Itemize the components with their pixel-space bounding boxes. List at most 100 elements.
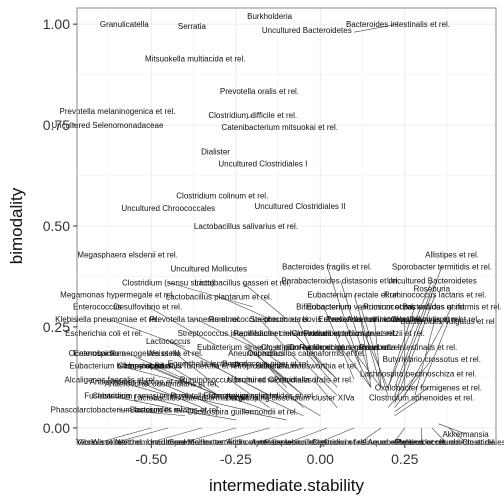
label-leader-line bbox=[394, 294, 436, 404]
point-label: Bacteroides vulgatus et rel. bbox=[400, 317, 497, 326]
label-leader-line bbox=[147, 306, 220, 348]
point-label: Uncultured Chroococcales bbox=[121, 204, 215, 213]
point-label: Clostridium leptum et rel. bbox=[391, 315, 479, 324]
point-label: Serratia bbox=[178, 22, 207, 31]
point-label: Clostridium symbiosum et rel. bbox=[291, 329, 396, 338]
point-label: Eubacterium ventriosum et rel. bbox=[307, 303, 416, 312]
y-axis-title: bimodality bbox=[7, 187, 26, 264]
label-leader-line bbox=[360, 306, 389, 396]
label-leader-line bbox=[255, 352, 287, 388]
label-leader-line bbox=[306, 352, 338, 388]
label-leader-line bbox=[266, 365, 304, 396]
label-leader-line bbox=[387, 280, 433, 388]
point-label: Ruminococcus gnavus et rel. bbox=[299, 343, 402, 352]
point-label: Eubacterium cylindroides et rel. bbox=[204, 392, 316, 401]
point-label: Bacteroides ovatus et rel. bbox=[130, 406, 220, 415]
point-label: Bacteroides uniformis et rel. bbox=[402, 303, 501, 312]
point-label: Uncultured Mollicutes bbox=[171, 264, 247, 273]
y-tick-label: 0.00 bbox=[43, 420, 70, 436]
point-label: Alcaligenes faecalis et rel. bbox=[65, 375, 158, 384]
label-leader-line bbox=[185, 427, 236, 443]
point-label: Haemophilus bbox=[125, 361, 172, 370]
point-label: Actinomycetaceae bbox=[227, 438, 293, 447]
point-label: Prevotella oralis et rel. bbox=[274, 375, 353, 384]
label-leader-line bbox=[212, 365, 270, 396]
point-label: Lactobacillus salivarius et rel. bbox=[194, 222, 298, 231]
point-label: Uncultured Clostridiales I bbox=[421, 438, 504, 447]
point-label: Ruminococcus bromii et rel. bbox=[180, 375, 279, 384]
point-label: Catenibacterium mitsuokai et rel. bbox=[221, 123, 338, 132]
point-label: Eggerthella lenta et rel. bbox=[168, 359, 250, 368]
label-leader-line bbox=[174, 352, 220, 388]
point-label: Faecalibacterium prausnitzii et rel. bbox=[304, 329, 425, 338]
x-tick-label: -0.25 bbox=[220, 451, 252, 467]
point-label: Bacteroides fragilis et rel. bbox=[282, 262, 372, 271]
point-label: Prevotella melaninogenica et rel. bbox=[60, 107, 176, 116]
label-leader-line bbox=[245, 114, 253, 120]
label-leader-line bbox=[394, 288, 433, 388]
point-label: Bacteroides intestinalis et rel. bbox=[346, 20, 450, 29]
point-label: Granulicatella bbox=[100, 20, 149, 29]
y-tick-label: 0.25 bbox=[43, 319, 70, 335]
point-label: Roseburia bbox=[414, 285, 451, 294]
label-leader-line bbox=[174, 409, 236, 421]
point-label: Fusobacteria bbox=[84, 392, 131, 401]
point-label: Enterobacter aerogenes et rel. bbox=[74, 349, 182, 358]
point-label: Sporobacter termitidis et rel. bbox=[392, 262, 492, 271]
point-label: Sporobacter termitidis et rel. bbox=[169, 438, 269, 447]
label-leader-line bbox=[147, 365, 220, 396]
label-leader-line bbox=[110, 379, 169, 396]
label-leader-line bbox=[259, 395, 304, 417]
point-label: Clostridium sphenoides et rel. bbox=[369, 394, 474, 403]
label-leader-line bbox=[117, 409, 186, 417]
x-tick-label: 0.25 bbox=[391, 451, 418, 467]
label-leader-line bbox=[137, 381, 203, 408]
label-leader-line bbox=[107, 318, 186, 348]
point-label: Uncultured Clostridiales II bbox=[227, 375, 318, 384]
label-leader-line bbox=[320, 427, 355, 443]
point-label: Bryantella formatexigens et rel. bbox=[171, 392, 281, 401]
x-axis-title: intermediate.stability bbox=[209, 476, 364, 495]
point-label: Eubacterium siraeum et rel. bbox=[197, 343, 295, 352]
point-label: Parabacteroides distasonis et rel. bbox=[281, 277, 399, 286]
label-leader-line bbox=[141, 395, 203, 412]
point-label: Uncultured Bacteroidetes bbox=[262, 26, 352, 35]
label-leader-line bbox=[431, 427, 446, 443]
point-label: Prevotella oralis et rel. bbox=[220, 87, 299, 96]
point-label: Prevotella tannerae et rel. bbox=[149, 315, 241, 324]
label-leader-line bbox=[421, 320, 449, 388]
label-leader-line bbox=[168, 340, 220, 368]
point-label: Eubacterium rectale et rel. bbox=[307, 291, 400, 300]
point-label: Oscillospira guillermondii et rel. bbox=[187, 408, 298, 417]
label-leader-line bbox=[127, 352, 186, 380]
point-label: Lactobacillus catenaformis et rel. bbox=[134, 394, 251, 403]
label-leader-line bbox=[161, 383, 220, 408]
label-leader-line bbox=[394, 387, 429, 412]
label-leader-line bbox=[394, 397, 422, 416]
label-leader-line bbox=[394, 266, 443, 396]
point-label: Dialister bbox=[201, 147, 230, 156]
y-tick-label: 0.50 bbox=[43, 218, 70, 234]
label-leader-line bbox=[293, 332, 338, 380]
point-label: Papillibacter cinnamivorans et rel. bbox=[233, 329, 353, 338]
point-label: Prevotella ruminicola et rel. bbox=[326, 315, 422, 324]
label-leader-line bbox=[374, 318, 382, 388]
point-label: Outgrouping clostridium cluster XIVa bbox=[225, 394, 355, 403]
label-leader-line bbox=[259, 427, 304, 443]
point-label: Enterococcus bbox=[73, 303, 121, 312]
point-label: Burkholderia bbox=[247, 12, 292, 21]
point-label: Lactobacillus plantarum et rel. bbox=[166, 293, 272, 302]
label-leader-line bbox=[343, 332, 372, 388]
point-label: Uncultured Clostridiales II bbox=[254, 202, 345, 211]
label-leader-line bbox=[107, 395, 169, 408]
point-label: Clostridium difficile et rel. bbox=[208, 111, 297, 120]
point-label: Roseburia intestinalis et rel. bbox=[359, 343, 457, 352]
point-label: Escherichia coli et rel. bbox=[65, 329, 143, 338]
point-label: Lachnospira pectinoschiza et rel. bbox=[360, 369, 477, 378]
point-label: Uncultured Selenomonadaceae bbox=[51, 121, 164, 130]
point-label: Lactococcus bbox=[146, 337, 190, 346]
label-leader-line bbox=[151, 427, 203, 443]
point-label: Campylobacter bbox=[118, 361, 172, 370]
point-label: Xanthomonadaceae bbox=[116, 438, 188, 447]
